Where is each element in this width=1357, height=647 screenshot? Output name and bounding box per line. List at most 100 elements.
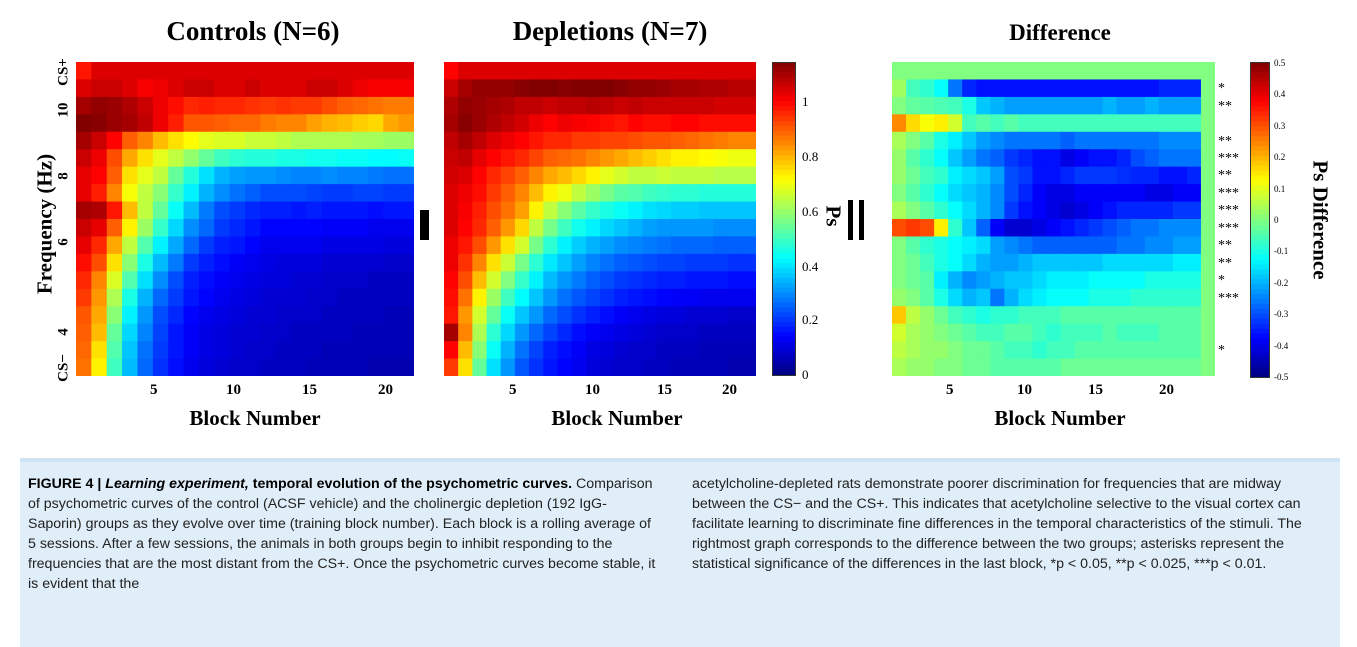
heatmap-cell [557,96,573,115]
heatmap-cell [458,79,473,98]
heatmap-cell [543,236,559,255]
heatmap-cell [670,114,686,133]
heatmap-cell [245,114,261,133]
heatmap-cell [275,62,292,81]
colorbar-segment [772,297,796,304]
x-tick-20: 20 [1159,382,1174,398]
colorbar-segment [1250,289,1270,295]
heatmap-cell [1004,96,1019,115]
heatmap-cell [367,288,384,307]
heatmap-cell [1186,253,1202,272]
heatmap-cell [91,358,108,376]
heatmap-cell [1172,201,1188,220]
heatmap-cell [741,271,756,290]
heatmap-cell [990,131,1005,150]
heatmap-cell [152,184,169,203]
heatmap-cell [585,96,601,115]
heatmap-cell [106,358,123,376]
heatmap-cell [514,166,530,185]
heatmap-cell [1032,288,1048,307]
heatmap-cell [976,96,991,115]
heatmap-cell [990,306,1005,325]
heatmap-cell [642,323,658,342]
heatmap-cell [1004,184,1019,203]
heatmap-cell [291,62,308,81]
heatmap-cell [727,306,743,325]
heatmap-cell [1088,114,1104,133]
heatmap-cell [383,271,400,290]
heatmap-cell [906,341,921,360]
heatmap-cell [183,358,200,376]
heatmap-cell [699,288,715,307]
heatmap-cell [260,306,277,325]
heatmap-cell [245,341,261,360]
heatmap-cell [486,358,502,376]
heatmap-cell [1144,323,1160,342]
heatmap-cell [976,149,991,168]
heatmap-cell [183,236,200,255]
heatmap-cell [306,131,323,150]
heatmap-cell [367,79,384,98]
heatmap-cell [628,166,644,185]
heatmap-cell [670,358,686,376]
heatmap-cell [245,253,261,272]
heatmap-cell [500,341,516,360]
heatmap-cell [91,341,108,360]
heatmap-cell [1018,79,1034,98]
heatmap-cell [1200,341,1215,360]
heatmap-cell [1018,149,1034,168]
heatmap-cell [934,358,949,376]
heatmap-cell [444,166,459,185]
heatmap-cell [291,201,308,220]
x-tick-15: 15 [657,382,672,398]
heatmap-cell [727,131,743,150]
heatmap-cell [1116,323,1132,342]
heatmap-cell [906,358,921,376]
colorbar-tick: 0.2 [802,312,819,327]
heatmap-cell [557,341,573,360]
heatmap-cell [106,219,123,238]
colorbar-segment [772,223,796,230]
heatmap-cell [106,149,123,168]
equals-bar-top [848,200,853,240]
colorbar-segment [772,326,796,333]
heatmap-cell [352,79,369,98]
heatmap-cell [122,131,139,150]
heatmap-cell [628,323,644,342]
heatmap-cell [1060,323,1076,342]
heatmap-cell [1088,358,1104,376]
heatmap-cell [383,358,400,376]
heatmap-cell [906,236,921,255]
heatmap-cell [642,62,658,81]
heatmap-cell [1018,62,1034,81]
heatmap-cell [398,236,414,255]
heatmap-cell [1116,358,1132,376]
colorbar-segment [1250,274,1270,280]
heatmap-cell [486,114,502,133]
heatmap-cell [948,323,963,342]
heatmap-cell [398,323,414,342]
heatmap-cell [472,253,488,272]
heatmap-cell [1004,114,1019,133]
heatmap-cell [1018,271,1034,290]
heatmap-cell [990,236,1005,255]
heatmap-cell [1074,96,1090,115]
heatmap-cell [306,62,323,81]
heatmap-cell [458,271,473,290]
colorbar-tick: 0.1 [1274,183,1286,194]
heatmap-cell [1116,288,1132,307]
caption-body-right: acetylcholine-depleted rats demonstrate … [692,476,1302,572]
heatmap-cell [628,201,644,220]
heatmap-cell [543,62,559,81]
heatmap-cell [137,149,154,168]
heatmap-cell [1116,306,1132,325]
heatmap-cell [486,184,502,203]
heatmap-cell [614,323,629,342]
heatmap-cell [337,306,354,325]
heatmap-cell [152,253,169,272]
heatmap-cell [948,253,963,272]
heatmap-cell [934,306,949,325]
heatmap-cell [699,166,715,185]
heatmap-cell [920,358,935,376]
heatmap-cell [168,341,185,360]
